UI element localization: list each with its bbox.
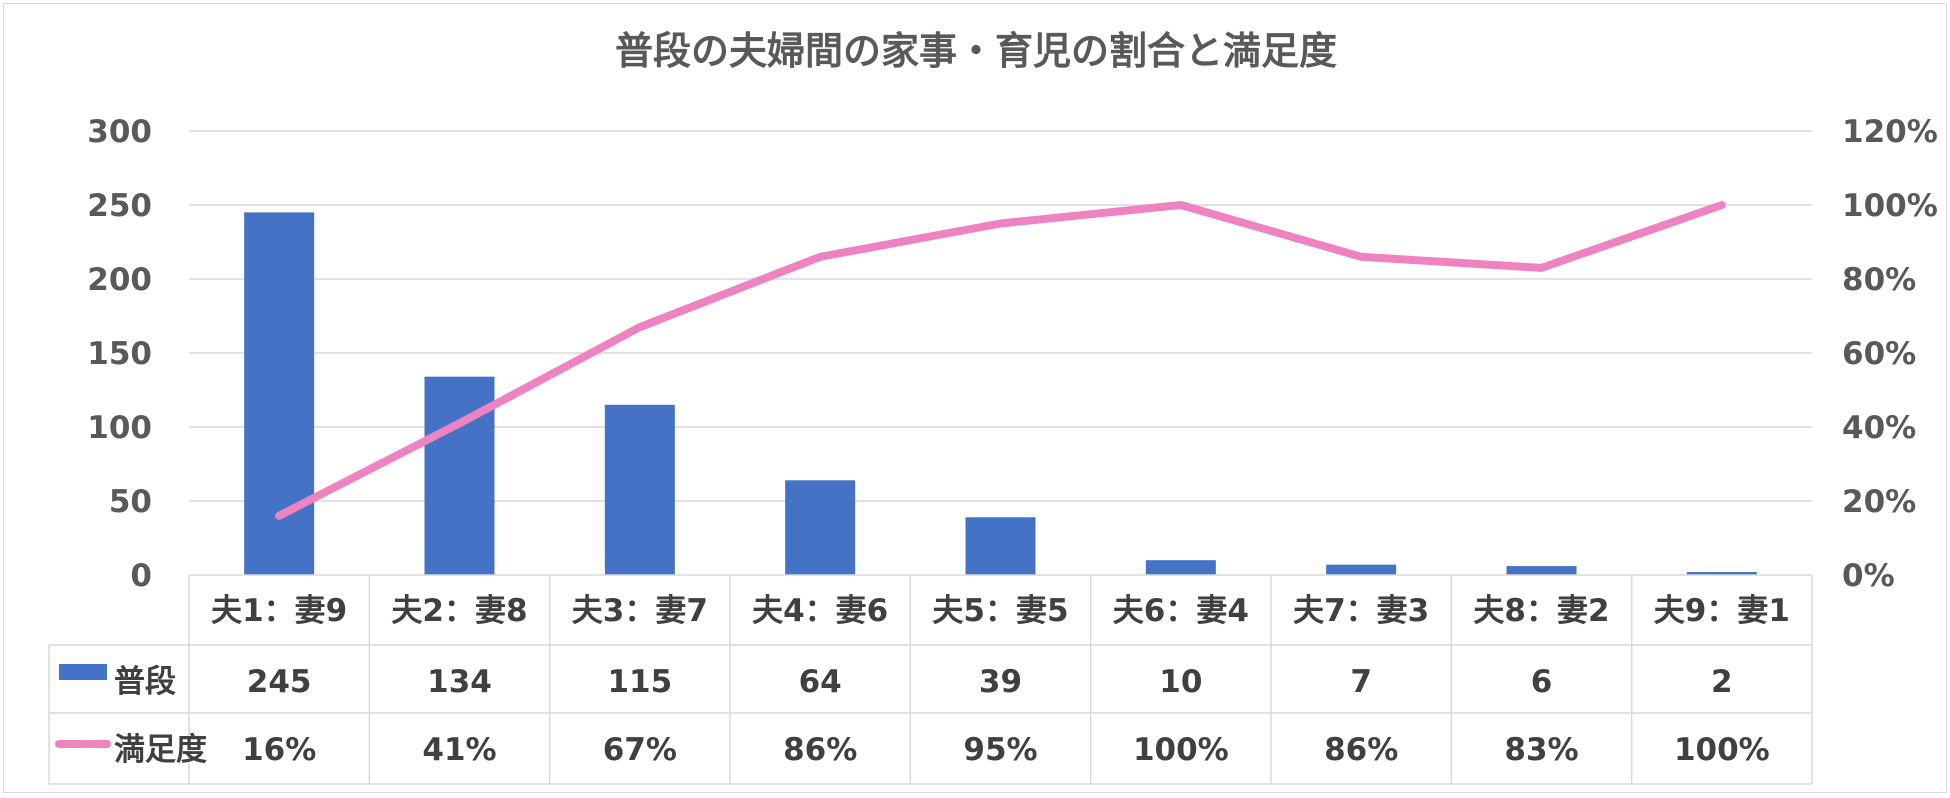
- bar: [1686, 572, 1757, 575]
- category-label: 夫8：妻2: [1473, 593, 1609, 629]
- right-axis-tick-label: 100%: [1842, 188, 1938, 224]
- table-cell-bar-value: 10: [1159, 664, 1202, 700]
- legend-label-bar: 普段: [114, 664, 176, 700]
- left-axis-tick-label: 100: [87, 410, 152, 446]
- bar: [965, 517, 1036, 575]
- legend-swatch-bar: [59, 664, 107, 680]
- table-cell-line-value: 86%: [1324, 732, 1398, 768]
- left-axis-ticks: 0 50 100 150 200 250 300: [87, 114, 152, 594]
- left-axis-tick-label: 0: [130, 558, 152, 594]
- table-cell-bar-value: 245: [247, 664, 312, 700]
- table-cell-bar-value: 7: [1350, 664, 1372, 700]
- table-cell-bar-value: 39: [979, 664, 1022, 700]
- table-cell-bar-value: 115: [607, 664, 672, 700]
- category-label: 夫1：妻9: [211, 593, 347, 629]
- table-cell-line-value: 83%: [1504, 732, 1578, 768]
- right-axis-ticks: 0% 20% 40% 60% 80% 100% 120%: [1842, 114, 1938, 594]
- bar: [1145, 560, 1216, 575]
- bar: [1506, 566, 1577, 575]
- table-cell-line-value: 16%: [242, 732, 316, 768]
- left-axis-tick-label: 300: [87, 114, 152, 150]
- right-axis-tick-label: 20%: [1842, 484, 1916, 520]
- bar: [604, 404, 675, 575]
- category-label: 夫5：妻5: [932, 593, 1068, 629]
- right-axis-tick-label: 60%: [1842, 336, 1916, 372]
- left-axis-tick-label: 200: [87, 262, 152, 298]
- chart-title: 普段の夫婦間の家事・育児の割合と満足度: [615, 29, 1337, 73]
- table-cell-line-value: 95%: [963, 732, 1037, 768]
- table-cell-bar-value: 64: [799, 664, 842, 700]
- chart-container: 普段の夫婦間の家事・育児の割合と満足度 0 50 100 150 200 250 300 0…: [3, 3, 1947, 793]
- left-axis-tick-label: 150: [87, 336, 152, 372]
- bar: [785, 480, 856, 575]
- table-cell-line-value: 100%: [1674, 732, 1770, 768]
- table-cell-bar-value: 134: [427, 664, 492, 700]
- category-label: 夫4：妻6: [752, 593, 888, 629]
- category-label: 夫7：妻3: [1293, 593, 1429, 629]
- table-cell-line-value: 67%: [603, 732, 677, 768]
- right-axis-tick-label: 40%: [1842, 410, 1916, 446]
- left-axis-tick-label: 50: [109, 484, 152, 520]
- data-table: 夫1：妻9 夫2：妻8 夫3：妻7 夫4：妻6 夫5：妻5 夫6：妻4 夫7：妻3 夫8：妻2…: [48, 574, 1813, 785]
- table-cell-bar-value: 2: [1711, 664, 1733, 700]
- category-label: 夫2：妻8: [391, 593, 527, 629]
- bar: [1326, 564, 1397, 575]
- table-cell-line-value: 100%: [1133, 732, 1229, 768]
- category-label: 夫6：妻4: [1113, 593, 1249, 629]
- chart-canvas: 普段の夫婦間の家事・育児の割合と満足度 0 50 100 150 200 250 300 0…: [48, 29, 1938, 785]
- category-label: 夫3：妻7: [572, 593, 708, 629]
- right-axis-tick-label: 0%: [1842, 558, 1895, 594]
- left-axis-tick-label: 250: [87, 188, 152, 224]
- table-cell-bar-value: 6: [1531, 664, 1553, 700]
- table-cell-line-value: 41%: [422, 732, 496, 768]
- line-series: [275, 201, 1726, 520]
- right-axis-tick-label: 80%: [1842, 262, 1916, 298]
- category-label: 夫9：妻1: [1654, 593, 1790, 629]
- table-cell-line-value: 86%: [783, 732, 857, 768]
- line-series-path: [275, 201, 1726, 520]
- legend-label-line: 満足度: [114, 732, 207, 768]
- bar: [244, 212, 315, 575]
- right-axis-tick-label: 120%: [1842, 114, 1938, 150]
